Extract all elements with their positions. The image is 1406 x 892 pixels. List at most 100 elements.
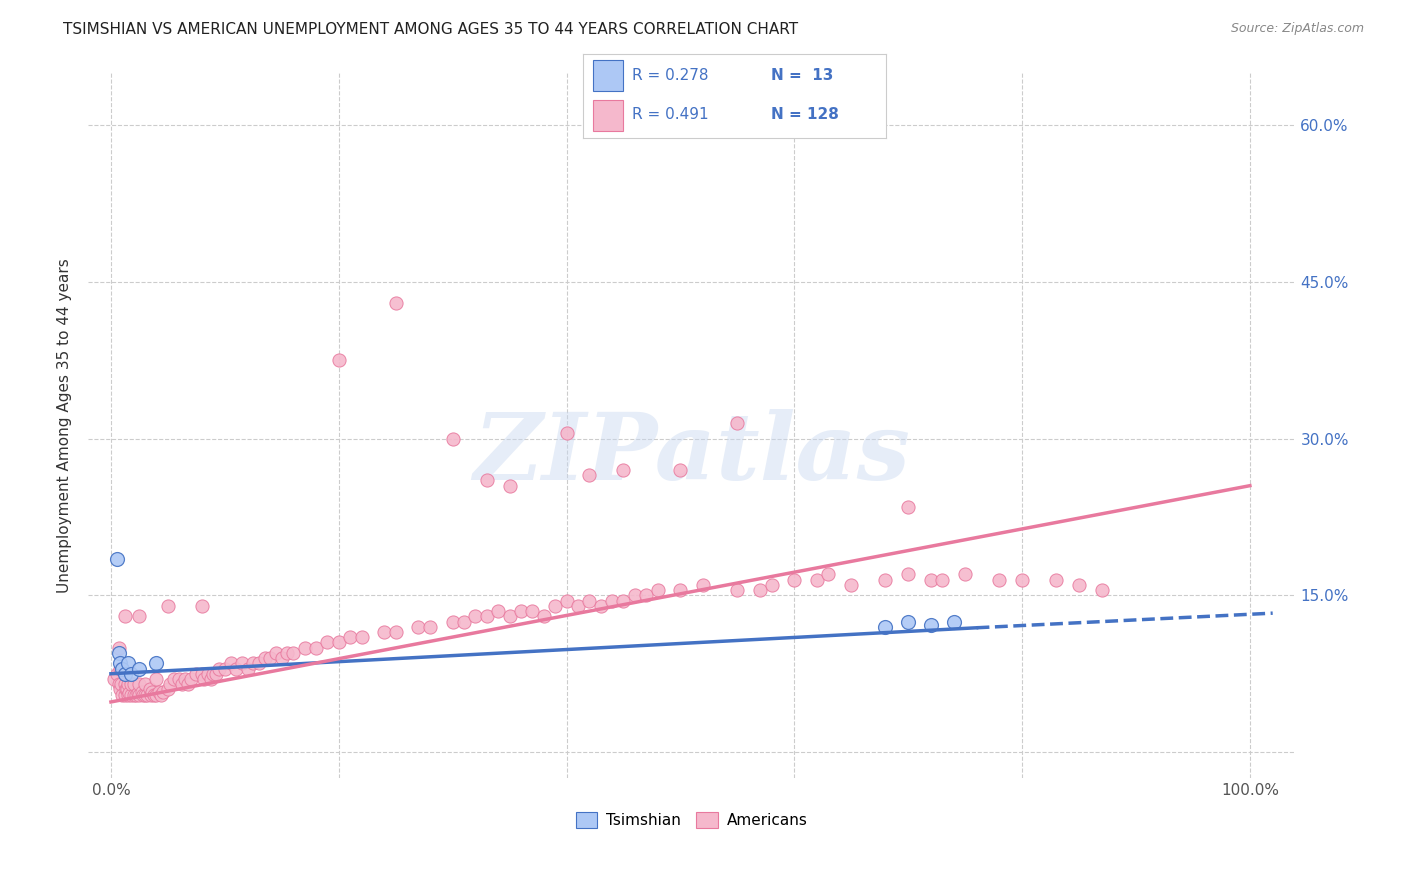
Point [128,661,150,675]
Point [114,609,136,624]
Point [110,677,132,691]
Point [138,682,160,697]
Point [115,682,138,697]
Point [373,624,395,639]
Point [134,677,156,691]
Point [339,630,361,644]
Point [145,657,167,671]
Text: R = 0.278: R = 0.278 [631,68,709,83]
Point [384,624,406,639]
Point [498,478,520,492]
Point [1091,583,1114,598]
Point [108,661,131,675]
FancyBboxPatch shape [592,100,623,130]
Point [806,573,828,587]
Point [533,609,555,624]
Point [143,688,166,702]
Point [692,578,714,592]
Point [152,684,174,698]
Point [725,416,748,430]
Text: N =  13: N = 13 [770,68,834,83]
Point [316,635,339,649]
Point [134,688,156,702]
Text: TSIMSHIAN VS AMERICAN UNEMPLOYMENT AMONG AGES 35 TO 44 YEARS CORRELATION CHART: TSIMSHIAN VS AMERICAN UNEMPLOYMENT AMONG… [63,22,799,37]
Point [141,684,163,698]
Point [145,688,167,702]
Point [145,672,167,686]
Point [231,657,253,671]
Point [105,551,128,566]
Point [170,677,193,691]
Point [612,593,634,607]
Point [294,640,316,655]
Point [197,666,219,681]
Point [259,651,281,665]
Point [475,609,498,624]
Point [510,604,533,618]
Point [464,609,486,624]
Point [498,609,520,624]
Point [162,672,184,686]
Point [920,573,942,587]
Point [125,688,148,702]
Point [942,615,965,629]
Legend: Tsimshian, Americans: Tsimshian, Americans [569,805,814,834]
Point [191,666,214,681]
Text: N = 128: N = 128 [770,107,839,122]
Point [600,593,623,607]
Point [114,688,136,702]
Point [544,599,567,613]
Point [131,684,153,698]
Point [122,677,145,691]
Point [875,573,897,587]
Point [276,646,298,660]
Point [105,666,128,681]
Point [219,657,242,671]
Y-axis label: Unemployment Among Ages 35 to 44 years: Unemployment Among Ages 35 to 44 years [58,258,72,593]
Point [875,620,897,634]
Point [897,500,920,514]
Point [193,672,215,686]
Point [1067,578,1090,592]
Point [669,583,692,598]
Point [136,688,159,702]
Point [441,432,464,446]
Point [120,688,142,702]
Point [761,578,783,592]
Point [669,463,692,477]
Point [953,567,976,582]
Point [225,661,247,675]
Point [174,672,197,686]
Point [988,573,1011,587]
Point [749,583,772,598]
Point [236,661,259,675]
Point [486,604,509,618]
Point [120,677,142,691]
Point [120,666,142,681]
Point [132,688,155,702]
Point [117,677,139,691]
Point [127,685,149,699]
Point [636,588,658,602]
Point [114,666,136,681]
Point [589,599,612,613]
Point [1045,573,1067,587]
Point [897,615,920,629]
Point [453,615,475,629]
Point [567,599,589,613]
Point [159,677,181,691]
Point [839,578,862,592]
Point [350,630,373,644]
Point [156,682,179,697]
Point [169,672,191,686]
Point [555,426,578,441]
Point [186,666,208,681]
Point [114,677,136,691]
Point [242,657,264,671]
Point [202,666,225,681]
Point [253,651,276,665]
Point [150,688,173,702]
Point [283,646,305,660]
Point [384,296,406,310]
Point [117,688,139,702]
